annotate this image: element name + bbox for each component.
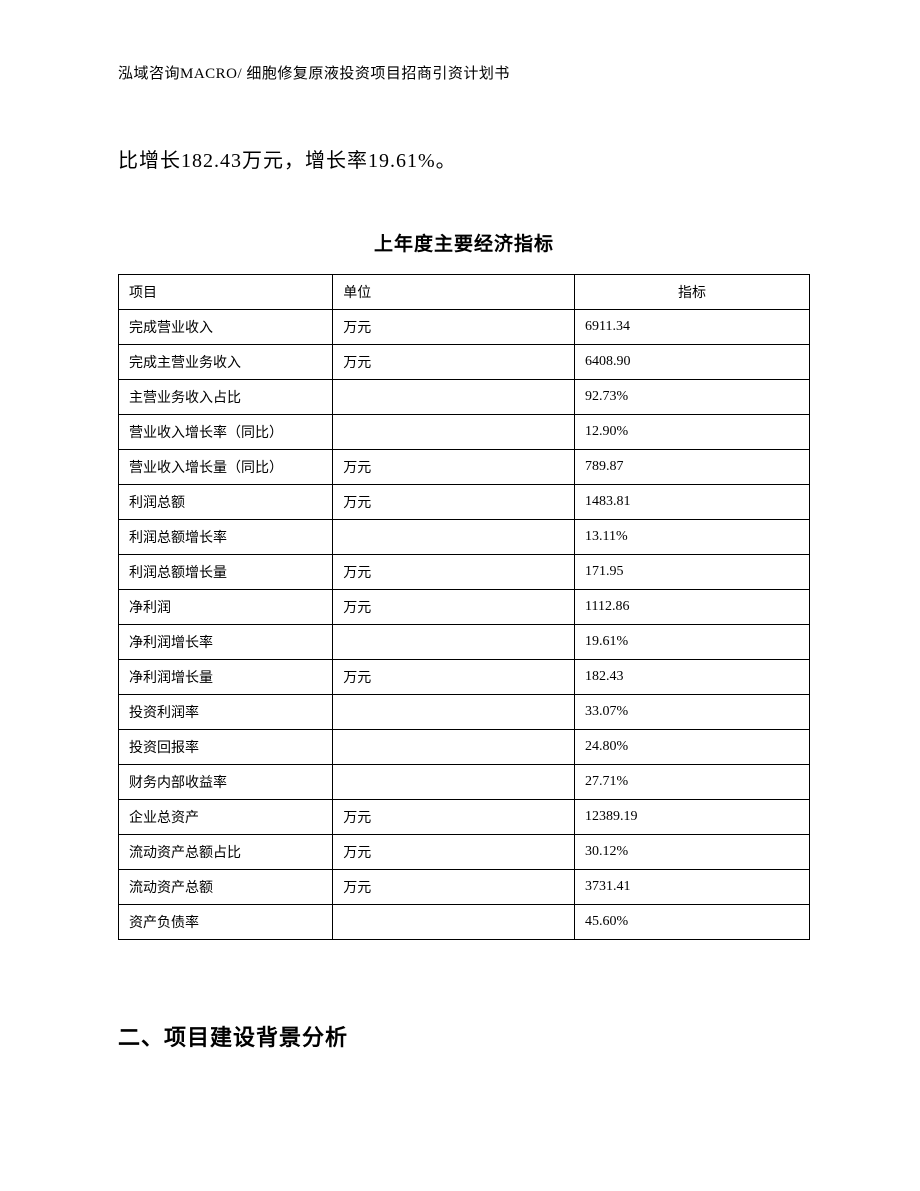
table-cell: 利润总额增长量 [119,555,333,590]
table-row: 净利润增长量万元182.43 [119,660,810,695]
table-cell [333,695,575,730]
table-cell: 万元 [333,835,575,870]
table-cell: 流动资产总额 [119,870,333,905]
table-row: 财务内部收益率 27.71% [119,765,810,800]
page-header: 泓域咨询MACRO/ 细胞修复原液投资项目招商引资计划书 [118,62,810,83]
table-cell: 万元 [333,870,575,905]
table-row: 资产负债率 45.60% [119,905,810,940]
table-cell: 营业收入增长率（同比） [119,415,333,450]
table-row: 投资利润率 33.07% [119,695,810,730]
table-cell: 利润总额 [119,485,333,520]
table-cell: 主营业务收入占比 [119,380,333,415]
table-cell: 6408.90 [575,345,810,380]
table-cell: 流动资产总额占比 [119,835,333,870]
table-cell [333,905,575,940]
table-header-row: 项目 单位 指标 [119,275,810,310]
table-cell [333,415,575,450]
table-cell: 完成主营业务收入 [119,345,333,380]
table-cell: 19.61% [575,625,810,660]
table-cell: 资产负债率 [119,905,333,940]
table-cell [333,625,575,660]
table-cell: 万元 [333,485,575,520]
table-cell: 13.11% [575,520,810,555]
table-row: 完成营业收入万元6911.34 [119,310,810,345]
table-cell: 万元 [333,555,575,590]
table-cell [333,380,575,415]
table-cell: 182.43 [575,660,810,695]
header-text: 泓域咨询MACRO/ 细胞修复原液投资项目招商引资计划书 [118,66,510,82]
table-row: 主营业务收入占比 92.73% [119,380,810,415]
table-cell: 万元 [333,660,575,695]
economic-indicators-table: 项目 单位 指标 完成营业收入万元6911.34完成主营业务收入万元6408.9… [118,274,810,940]
table-cell: 12389.19 [575,800,810,835]
table-cell: 万元 [333,800,575,835]
body-text-content: 比增长182.43万元，增长率19.61%。 [118,150,457,172]
table-cell: 投资回报率 [119,730,333,765]
table-cell: 171.95 [575,555,810,590]
table-cell: 92.73% [575,380,810,415]
table-row: 利润总额增长量万元171.95 [119,555,810,590]
table-cell: 6911.34 [575,310,810,345]
table-cell: 企业总资产 [119,800,333,835]
table-cell: 27.71% [575,765,810,800]
table-header-cell: 单位 [333,275,575,310]
table-cell: 1483.81 [575,485,810,520]
table-cell [333,520,575,555]
table-row: 企业总资产万元12389.19 [119,800,810,835]
table-cell: 30.12% [575,835,810,870]
table-row: 营业收入增长率（同比） 12.90% [119,415,810,450]
table-row: 完成主营业务收入万元6408.90 [119,345,810,380]
table-cell: 净利润 [119,590,333,625]
table-cell: 万元 [333,590,575,625]
table-header-cell: 项目 [119,275,333,310]
table-row: 利润总额增长率 13.11% [119,520,810,555]
table-row: 净利润万元1112.86 [119,590,810,625]
table-row: 营业收入增长量（同比）万元789.87 [119,450,810,485]
table-cell: 财务内部收益率 [119,765,333,800]
table-cell: 12.90% [575,415,810,450]
section-heading: 二、项目建设背景分析 [118,1020,810,1052]
table-row: 利润总额万元1483.81 [119,485,810,520]
table-cell: 1112.86 [575,590,810,625]
table-cell [333,730,575,765]
table-cell: 利润总额增长率 [119,520,333,555]
table-cell: 789.87 [575,450,810,485]
table-header-cell: 指标 [575,275,810,310]
table-row: 流动资产总额万元3731.41 [119,870,810,905]
table-row: 净利润增长率 19.61% [119,625,810,660]
table-cell: 完成营业收入 [119,310,333,345]
table-body: 完成营业收入万元6911.34完成主营业务收入万元6408.90主营业务收入占比… [119,310,810,940]
table-cell: 万元 [333,345,575,380]
table-cell: 万元 [333,450,575,485]
table-cell [333,765,575,800]
table-cell: 33.07% [575,695,810,730]
table-cell: 净利润增长率 [119,625,333,660]
table-cell: 投资利润率 [119,695,333,730]
table-row: 投资回报率 24.80% [119,730,810,765]
table-cell: 营业收入增长量（同比） [119,450,333,485]
table-cell: 净利润增长量 [119,660,333,695]
table-row: 流动资产总额占比万元30.12% [119,835,810,870]
table-title: 上年度主要经济指标 [118,229,810,256]
table-cell: 3731.41 [575,870,810,905]
table-cell: 万元 [333,310,575,345]
body-paragraph: 比增长182.43万元，增长率19.61%。 [118,143,810,179]
table-cell: 24.80% [575,730,810,765]
table-cell: 45.60% [575,905,810,940]
